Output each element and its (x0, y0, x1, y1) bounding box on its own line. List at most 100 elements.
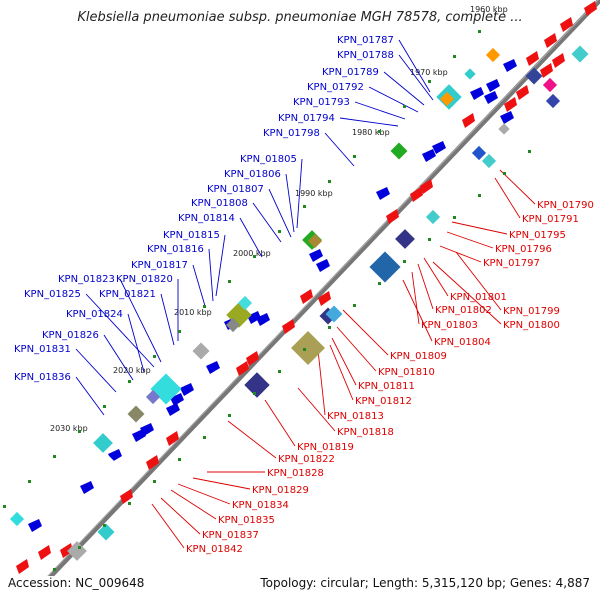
gene-label-kpn_01816[interactable]: KPN_01816 (147, 244, 214, 302)
reverse-gene-arrow[interactable] (544, 33, 557, 48)
reverse-gene-arrow[interactable] (282, 319, 295, 334)
reverse-gene-arrow[interactable] (504, 97, 517, 112)
reverse-gene-arrow[interactable] (560, 17, 573, 32)
gene-label-kpn_01812[interactable]: KPN_01812 (329, 344, 412, 407)
forward-gene-arrow[interactable] (256, 313, 270, 326)
gene-label-kpn_01810[interactable]: KPN_01810 (336, 326, 435, 378)
gene-label-kpn_01836[interactable]: KPN_01836 (14, 372, 105, 416)
forward-gene-arrow[interactable] (247, 311, 261, 324)
gene-label-kpn_01801[interactable]: KPN_01801 (423, 257, 507, 303)
gene-block[interactable] (571, 45, 589, 63)
gene-label-kpn_01842[interactable]: KPN_01842 (151, 503, 243, 555)
reverse-gene-arrow[interactable] (16, 559, 29, 574)
gene-label-kpn_01828[interactable]: KPN_01828 (207, 468, 324, 479)
forward-gene-arrow[interactable] (80, 481, 94, 494)
forward-gene-arrow[interactable] (503, 59, 517, 72)
gene-label-kpn_01793[interactable]: KPN_01793 (293, 97, 406, 120)
gene-label-kpn_01802[interactable]: KPN_01802 (417, 263, 492, 316)
gene-block[interactable] (225, 317, 241, 333)
forward-gene-arrow[interactable] (170, 393, 184, 406)
gene-label-kpn_01791[interactable]: KPN_01791 (494, 177, 579, 225)
reverse-gene-arrow[interactable] (318, 291, 331, 306)
reverse-gene-arrow[interactable] (38, 545, 51, 560)
forward-gene-arrow[interactable] (316, 259, 330, 272)
forward-gene-arrow[interactable] (28, 519, 42, 532)
reverse-gene-arrow[interactable] (552, 53, 565, 68)
gene-label-kpn_01821[interactable]: KPN_01821 (99, 289, 175, 346)
gene-block[interactable] (97, 523, 115, 541)
reverse-gene-arrow[interactable] (60, 543, 73, 558)
gene-block[interactable] (390, 142, 408, 160)
gene-block[interactable] (93, 433, 113, 453)
gene-block[interactable] (498, 123, 510, 135)
gene-label-kpn_01788[interactable]: KPN_01788 (337, 50, 434, 101)
forward-gene-arrow[interactable] (486, 79, 500, 92)
gene-label-kpn_01818[interactable]: KPN_01818 (297, 387, 394, 438)
gene-block[interactable] (127, 405, 145, 423)
forward-gene-arrow[interactable] (422, 149, 436, 162)
gene-label-kpn_01796[interactable]: KPN_01796 (446, 231, 552, 255)
gene-label-kpn_01834[interactable]: KPN_01834 (177, 483, 289, 511)
gene-block[interactable] (244, 372, 270, 398)
gene-label-kpn_01814[interactable]: KPN_01814 (178, 213, 263, 258)
gene-label-kpn_01806[interactable]: KPN_01806 (224, 169, 295, 233)
reverse-gene-arrow[interactable] (300, 289, 313, 304)
gene-label-kpn_01787[interactable]: KPN_01787 (337, 35, 431, 93)
gene-label-kpn_01807[interactable]: KPN_01807 (207, 184, 292, 238)
gene-block[interactable] (237, 295, 253, 311)
forward-gene-arrow[interactable] (180, 383, 194, 396)
gene-label-kpn_01826[interactable]: KPN_01826 (42, 330, 134, 381)
gene-label-kpn_01797[interactable]: KPN_01797 (439, 245, 540, 269)
forward-gene-arrow[interactable] (432, 141, 446, 154)
gene-block[interactable] (485, 47, 501, 63)
gene-label-kpn_01794[interactable]: KPN_01794 (278, 113, 399, 127)
gene-label-kpn_01820[interactable]: KPN_01820 (116, 274, 179, 341)
reverse-gene-arrow[interactable] (166, 431, 179, 446)
gene-block[interactable] (145, 389, 161, 405)
gene-block[interactable] (464, 68, 476, 80)
gene-block[interactable] (395, 229, 415, 249)
gene-label-kpn_01789[interactable]: KPN_01789 (322, 67, 425, 106)
gene-label-kpn_01795[interactable]: KPN_01795 (451, 221, 566, 241)
gene-label-kpn_01835[interactable]: KPN_01835 (170, 489, 275, 526)
gene-label-kpn_01813[interactable]: KPN_01813 (317, 349, 384, 422)
forward-gene-arrow[interactable] (470, 87, 484, 100)
gene-block[interactable] (425, 209, 441, 225)
reverse-gene-arrow[interactable] (584, 1, 597, 16)
gene-label-kpn_01824[interactable]: KPN_01824 (66, 309, 145, 373)
gene-block[interactable] (291, 331, 325, 365)
reverse-gene-arrow[interactable] (246, 351, 259, 366)
gene-label-kpn_01800[interactable]: KPN_01800 (432, 261, 560, 331)
forward-gene-arrow[interactable] (309, 249, 323, 262)
gene-label-kpn_01808[interactable]: KPN_01808 (191, 198, 282, 243)
gene-label-kpn_01809[interactable]: KPN_01809 (342, 309, 447, 362)
gene-label-kpn_01819[interactable]: KPN_01819 (264, 399, 354, 453)
forward-gene-arrow[interactable] (500, 111, 514, 124)
gene-label-kpn_01811[interactable]: KPN_01811 (331, 337, 415, 392)
reverse-gene-arrow[interactable] (516, 85, 529, 100)
gene-block[interactable] (9, 511, 25, 527)
forward-gene-arrow[interactable] (376, 187, 390, 200)
gene-label-kpn_01798[interactable]: KPN_01798 (263, 128, 355, 167)
reverse-gene-arrow[interactable] (386, 209, 399, 224)
gene-label-kpn_01829[interactable]: KPN_01829 (192, 477, 309, 496)
reverse-gene-arrow[interactable] (146, 455, 159, 470)
gene-label-kpn_01823[interactable]: KPN_01823 (58, 274, 162, 363)
gene-label-kpn_01837[interactable]: KPN_01837 (160, 497, 259, 541)
forward-gene-arrow[interactable] (484, 91, 498, 104)
gene-block[interactable] (192, 342, 210, 360)
gene-label-kpn_01804[interactable]: KPN_01804 (402, 279, 491, 348)
reverse-gene-arrow[interactable] (462, 113, 475, 128)
gene-label-kpn_01803[interactable]: KPN_01803 (411, 271, 478, 331)
gene-label-kpn_01825[interactable]: KPN_01825 (24, 289, 155, 368)
gene-label-kpn_01799[interactable]: KPN_01799 (455, 251, 560, 317)
reverse-gene-arrow[interactable] (410, 187, 423, 202)
gene-label-kpn_01805[interactable]: KPN_01805 (240, 154, 303, 229)
gene-block[interactable] (481, 153, 497, 169)
gene-block[interactable] (545, 93, 561, 109)
reverse-gene-arrow[interactable] (236, 361, 249, 376)
gene-block[interactable] (542, 77, 558, 93)
gene-block[interactable] (525, 67, 543, 85)
gene-label-kpn_01815[interactable]: KPN_01815 (163, 230, 226, 297)
reverse-gene-arrow[interactable] (526, 51, 539, 66)
